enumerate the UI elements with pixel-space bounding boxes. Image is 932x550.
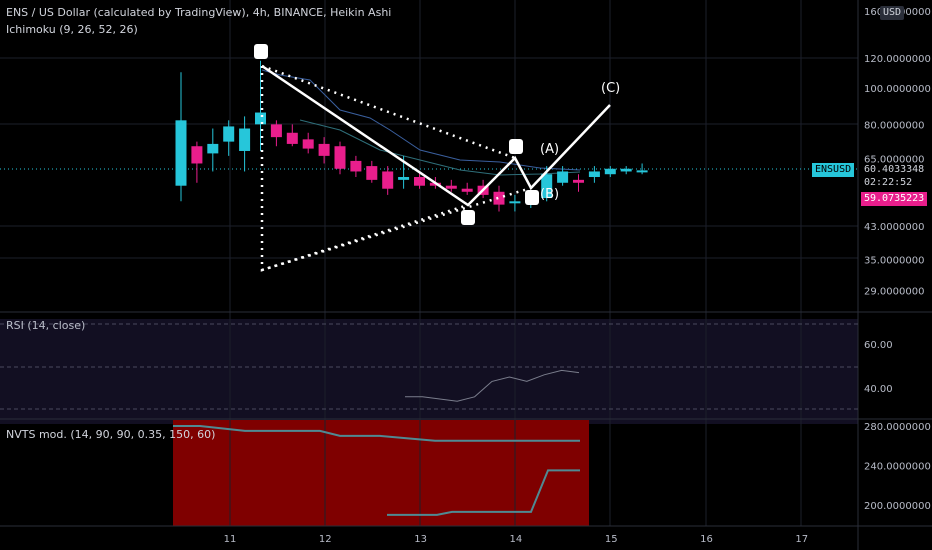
candle-body — [414, 177, 425, 186]
price-tick-label: 43.0000000 — [864, 222, 924, 233]
candle-body — [223, 126, 235, 142]
candle-body — [239, 128, 251, 151]
nvts-tick-label: 240.0000000 — [864, 462, 931, 473]
currency-badge[interactable]: USD — [880, 6, 905, 20]
rsi-bands — [0, 323, 858, 410]
candle-body — [366, 166, 378, 180]
price-tick-label: 65.0000000 — [864, 154, 924, 165]
rsi-axis[interactable]: 60.00 40.00 — [864, 340, 893, 395]
time-axis[interactable]: 11 12 13 14 15 16 17 — [224, 534, 809, 545]
candle-body — [461, 188, 473, 192]
candle-body — [318, 143, 330, 156]
candle-body — [255, 112, 266, 125]
time-tick-label: 11 — [224, 534, 237, 545]
rsi-tick-label: 60.00 — [864, 340, 893, 351]
candle-body — [207, 143, 219, 154]
rsi-tick-label: 40.00 — [864, 384, 893, 395]
price-tick-label: 29.0000000 — [864, 286, 924, 297]
time-tick-label: 13 — [414, 534, 427, 545]
pattern-point-c[interactable] — [525, 190, 539, 205]
rsi-line — [405, 369, 580, 402]
candle-body — [350, 160, 362, 172]
nvts-axis[interactable]: 280.0000000 240.0000000 200.0000000 — [864, 422, 931, 512]
candle-body — [604, 168, 616, 175]
marker-price-label: 59.0735223 — [861, 192, 928, 206]
countdown-label: 02:22:52 — [861, 176, 916, 190]
symbol-tag: ENSUSD — [812, 163, 855, 177]
nvts-tick-label: 200.0000000 — [864, 501, 931, 512]
ichimoku-span-line — [261, 69, 581, 171]
nvts-label[interactable]: NVTS mod. (14, 90, 90, 0.35, 150, 60) — [6, 428, 216, 441]
candle-body — [302, 139, 314, 149]
rsi-label[interactable]: RSI (14, close) — [6, 319, 86, 332]
price-tick-label: 120.0000000 — [864, 54, 931, 65]
candle-body — [382, 171, 394, 189]
pattern-label-b: (B) — [540, 187, 559, 202]
last-price-label: 60.4033348 — [861, 163, 928, 177]
nvts-line-lower — [387, 469, 580, 516]
pattern-label-c: (C) — [601, 81, 620, 96]
candle-body — [493, 191, 505, 205]
time-tick-label: 16 — [700, 534, 713, 545]
pattern-zigzag[interactable] — [261, 64, 611, 207]
candles-group — [175, 60, 648, 212]
nvts-tick-label: 280.0000000 — [864, 422, 931, 433]
candle-body — [286, 132, 298, 144]
pattern-drawing[interactable]: (A) (B) (C) — [254, 44, 620, 272]
time-tick-label: 15 — [605, 534, 618, 545]
time-tick-label: 14 — [510, 534, 523, 545]
price-tick-label: 35.0000000 — [864, 256, 924, 267]
ichimoku-base-line — [299, 119, 581, 176]
candle-body — [620, 168, 632, 172]
pattern-label-a: (A) — [540, 142, 559, 157]
pattern-point-x[interactable] — [254, 44, 268, 59]
price-axis[interactable]: 160.0000000120.0000000100.000000080.0000… — [864, 7, 931, 298]
pattern-dotted-left[interactable] — [260, 66, 469, 272]
candle-body — [270, 124, 282, 138]
candle-body — [398, 177, 410, 180]
vertical-grid — [229, 0, 802, 526]
rsi-pane-bg — [0, 319, 858, 424]
candle-body — [334, 146, 346, 169]
candle-body — [541, 174, 553, 199]
horizontal-grid — [0, 57, 858, 259]
pattern-point-b[interactable] — [509, 139, 523, 154]
chart-title: ENS / US Dollar (calculated by TradingVi… — [6, 6, 392, 19]
time-tick-label: 17 — [795, 534, 808, 545]
nvts-zone — [173, 420, 589, 526]
price-tick-label: 100.0000000 — [864, 84, 931, 95]
time-tick-label: 12 — [319, 534, 332, 545]
candle-body — [636, 170, 648, 173]
candle-body — [191, 146, 203, 164]
nvts-line-upper — [173, 425, 580, 442]
ichimoku-label[interactable]: Ichimoku (9, 26, 52, 26) — [6, 23, 138, 36]
candle-body — [445, 185, 457, 189]
candle-body — [588, 171, 600, 178]
candle-body — [175, 120, 187, 186]
pattern-dotted-bottom[interactable] — [261, 186, 532, 272]
pattern-point-a[interactable] — [461, 210, 475, 225]
price-tick-label: 80.0000000 — [864, 120, 924, 131]
candle-body — [509, 201, 521, 204]
pattern-dotted-top[interactable] — [261, 64, 516, 160]
candle-body — [557, 171, 569, 183]
candle-body — [573, 179, 584, 183]
